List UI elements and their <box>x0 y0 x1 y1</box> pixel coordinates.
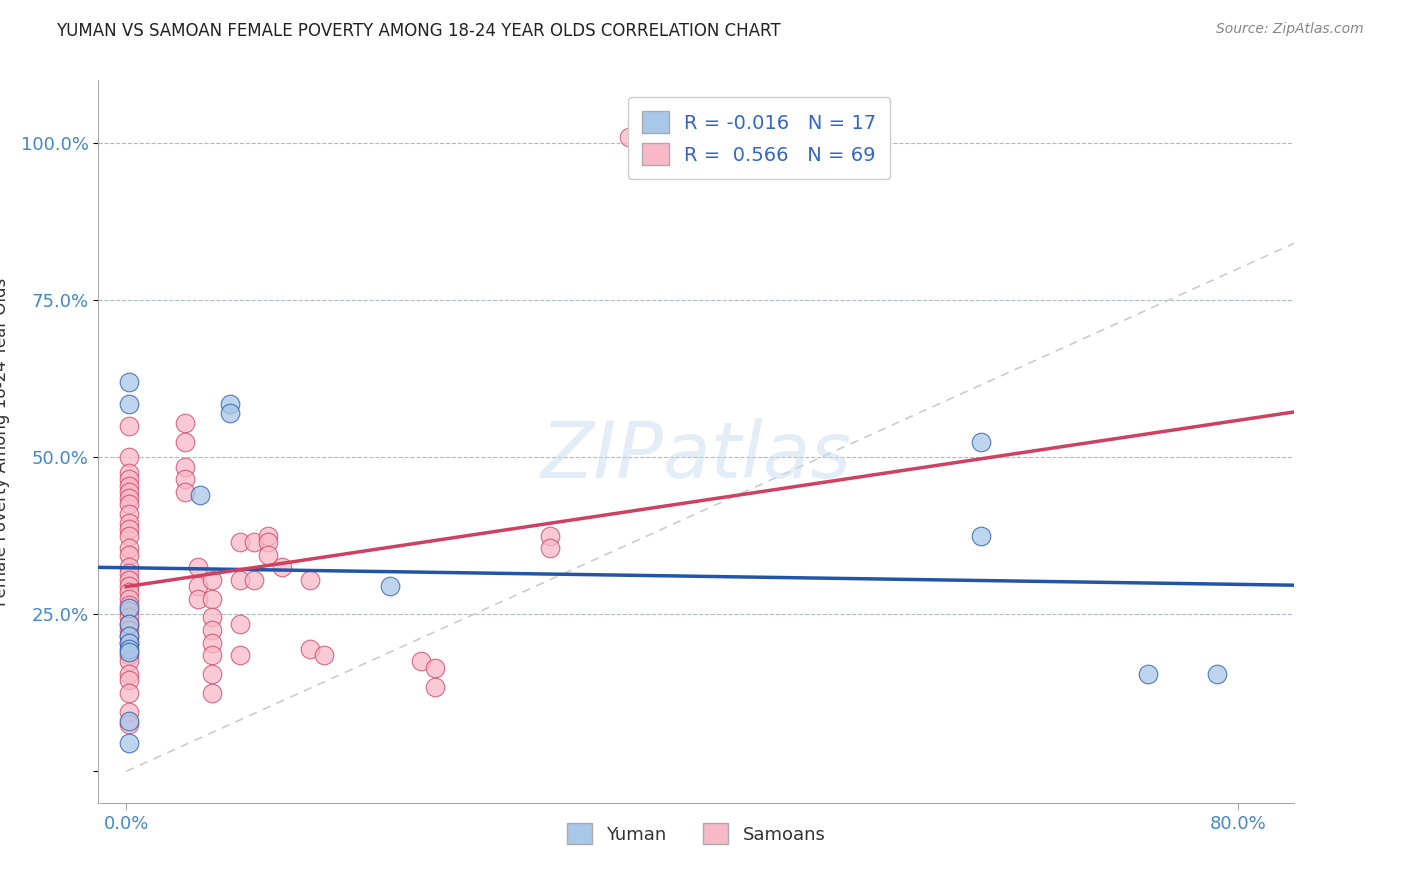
Point <box>118 655 141 669</box>
Point <box>229 535 252 549</box>
Point <box>219 397 242 411</box>
Point <box>118 484 141 499</box>
Point <box>257 535 280 549</box>
Point <box>201 667 224 681</box>
Point <box>1206 667 1229 681</box>
Point <box>118 497 141 511</box>
Point <box>118 598 141 612</box>
Point <box>118 616 141 631</box>
Point <box>538 541 561 556</box>
Point <box>118 604 141 618</box>
Point <box>118 566 141 581</box>
Point <box>173 459 195 474</box>
Point <box>380 579 402 593</box>
Point <box>257 529 280 543</box>
Point <box>118 529 141 543</box>
Point <box>201 648 224 662</box>
Point <box>118 686 141 700</box>
Point <box>118 635 141 649</box>
Point <box>201 573 224 587</box>
Legend: Yuman, Samoans: Yuman, Samoans <box>560 816 832 852</box>
Point <box>298 641 321 656</box>
Text: ZIPatlas: ZIPatlas <box>540 418 852 494</box>
Point <box>118 466 141 480</box>
Point <box>118 601 141 615</box>
Point <box>243 535 266 549</box>
Point <box>201 623 224 637</box>
Point <box>118 645 141 659</box>
Point <box>187 579 209 593</box>
Point <box>970 434 993 449</box>
Point <box>118 472 141 486</box>
Point <box>298 573 321 587</box>
Text: YUMAN VS SAMOAN FEMALE POVERTY AMONG 18-24 YEAR OLDS CORRELATION CHART: YUMAN VS SAMOAN FEMALE POVERTY AMONG 18-… <box>56 22 780 40</box>
Point <box>118 560 141 574</box>
Point <box>201 686 224 700</box>
Point <box>219 406 242 420</box>
Point <box>118 667 141 681</box>
Point <box>118 579 141 593</box>
Point <box>118 635 141 649</box>
Point <box>118 573 141 587</box>
Point <box>619 129 641 144</box>
Point <box>118 375 141 389</box>
Point <box>118 450 141 465</box>
Y-axis label: Female Poverty Among 18-24 Year Olds: Female Poverty Among 18-24 Year Olds <box>0 277 10 606</box>
Point <box>173 434 195 449</box>
Point <box>201 635 224 649</box>
Point <box>118 397 141 411</box>
Point <box>118 705 141 719</box>
Point <box>970 529 993 543</box>
Point <box>173 484 195 499</box>
Point <box>243 573 266 587</box>
Point <box>118 516 141 531</box>
Point <box>1136 667 1159 681</box>
Point <box>173 472 195 486</box>
Point <box>173 416 195 430</box>
Point <box>118 629 141 643</box>
Point <box>118 714 141 728</box>
Point <box>118 541 141 556</box>
Point <box>187 560 209 574</box>
Point <box>229 573 252 587</box>
Point <box>118 610 141 624</box>
Point <box>188 488 211 502</box>
Point <box>187 591 209 606</box>
Point <box>118 548 141 562</box>
Point <box>229 616 252 631</box>
Point <box>118 629 141 643</box>
Point <box>118 585 141 599</box>
Point <box>270 560 292 574</box>
Point <box>201 591 224 606</box>
Point <box>118 418 141 433</box>
Point <box>538 529 561 543</box>
Point <box>118 591 141 606</box>
Text: Source: ZipAtlas.com: Source: ZipAtlas.com <box>1216 22 1364 37</box>
Point <box>118 673 141 688</box>
Point <box>118 623 141 637</box>
Point <box>257 548 280 562</box>
Point <box>423 661 446 675</box>
Point <box>423 680 446 694</box>
Point <box>201 610 224 624</box>
Point <box>118 641 141 656</box>
Point <box>118 648 141 662</box>
Point <box>118 717 141 731</box>
Point <box>229 648 252 662</box>
Point <box>118 616 141 631</box>
Point <box>118 491 141 505</box>
Point <box>409 655 432 669</box>
Point <box>118 736 141 750</box>
Point <box>118 523 141 537</box>
Point <box>118 478 141 492</box>
Point <box>118 507 141 521</box>
Point <box>312 648 335 662</box>
